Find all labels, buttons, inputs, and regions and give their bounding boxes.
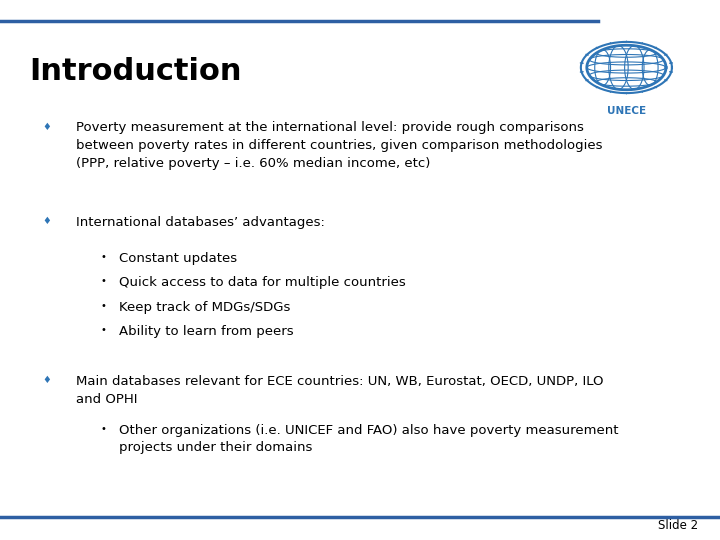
Text: Constant updates: Constant updates [119,252,237,265]
Text: Keep track of MDGs/SDGs: Keep track of MDGs/SDGs [119,301,290,314]
Text: Ability to learn from peers: Ability to learn from peers [119,325,294,338]
Text: International databases’ advantages:: International databases’ advantages: [76,216,325,229]
Text: ♦: ♦ [42,216,51,226]
Text: •: • [100,276,106,287]
Text: Main databases relevant for ECE countries: UN, WB, Eurostat, OECD, UNDP, ILO
and: Main databases relevant for ECE countrie… [76,375,603,406]
Text: •: • [100,252,106,262]
Text: Quick access to data for multiple countries: Quick access to data for multiple countr… [119,276,405,289]
Text: ♦: ♦ [42,375,51,386]
Text: •: • [100,424,106,434]
Text: •: • [100,325,106,335]
Text: UNECE: UNECE [607,106,646,116]
Text: Introduction: Introduction [29,57,241,86]
Text: Slide 2: Slide 2 [658,519,698,532]
Text: ♦: ♦ [42,122,51,132]
Text: Poverty measurement at the international level: provide rough comparisons
betwee: Poverty measurement at the international… [76,122,602,170]
Text: Other organizations (i.e. UNICEF and FAO) also have poverty measurement
projects: Other organizations (i.e. UNICEF and FAO… [119,424,618,454]
Text: •: • [100,301,106,311]
